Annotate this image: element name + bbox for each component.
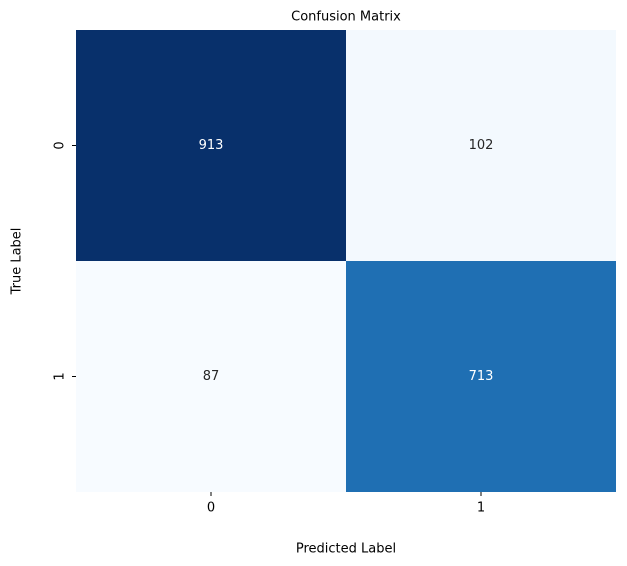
y-axis-label: True Label [10, 228, 25, 296]
cell-value: 87 [203, 369, 220, 384]
cell-value: 913 [199, 138, 224, 153]
heatmap-cell [76, 261, 346, 492]
chart-title: Confusion Matrix [291, 10, 401, 25]
cell-value: 713 [469, 369, 494, 384]
cell-value: 102 [469, 138, 494, 153]
heatmap-cell [346, 261, 616, 492]
x-tick-label: 0 [207, 501, 215, 516]
heatmap-cell [76, 30, 346, 261]
x-axis-label: Predicted Label [296, 542, 396, 557]
y-tick-label: 1 [53, 372, 68, 380]
x-tick-label: 1 [477, 501, 485, 516]
heatmap-cell [346, 30, 616, 261]
y-tick-label: 0 [53, 141, 68, 149]
